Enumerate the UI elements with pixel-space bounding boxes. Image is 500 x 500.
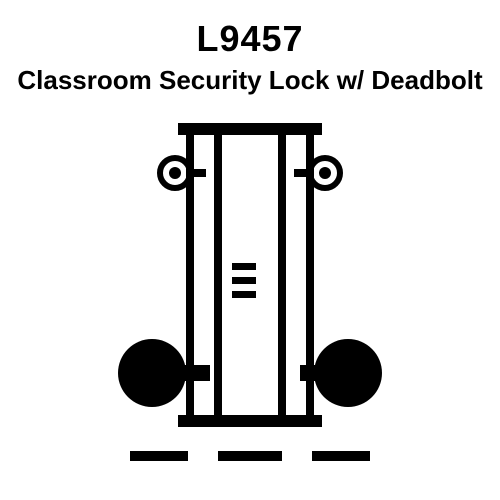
product-description: Classroom Security Lock w/ Deadbolt <box>17 66 482 95</box>
lock-diagram <box>0 95 500 500</box>
model-number: L9457 <box>196 18 303 60</box>
